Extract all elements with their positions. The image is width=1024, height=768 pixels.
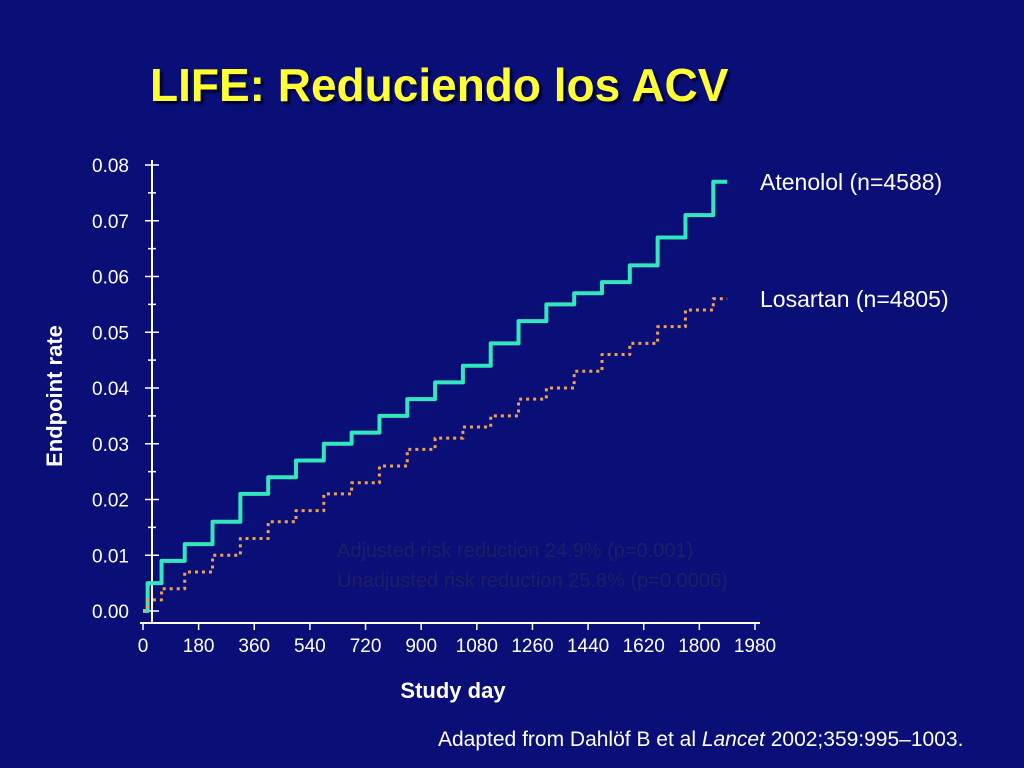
y-tick-label: 0.04 [92, 379, 129, 400]
y-axis-title: Endpoint rate [42, 325, 67, 467]
x-tick-label: 1980 [734, 636, 776, 657]
x-tick-label: 180 [183, 636, 215, 657]
slide-title: LIFE: Reduciendo los ACV [150, 59, 729, 111]
y-tick-label: 0.07 [92, 212, 129, 233]
citation-suffix: 2002;359:995–1003. [764, 728, 964, 751]
x-axis-title: Study day [400, 678, 506, 703]
x-tick-label: 720 [350, 636, 382, 657]
citation-prefix: Adapted from Dahlöf B et al [438, 728, 702, 751]
risk-annotation: Adjusted risk reduction 24.9% (p=0.001) [337, 540, 693, 562]
x-tick-label: 1080 [456, 636, 498, 657]
x-tick-label: 1260 [511, 636, 553, 657]
risk-annotation: Unadjusted risk reduction 25.8% (p=0.000… [337, 570, 728, 592]
y-tick-label: 0.03 [92, 435, 129, 456]
y-tick-label: 0.00 [92, 602, 129, 623]
x-tick-label: 1800 [678, 636, 720, 657]
y-tick-label: 0.01 [92, 546, 129, 567]
series-line-losartan [143, 297, 728, 613]
series-label-losartan: Losartan (n=4805) [760, 286, 949, 312]
x-tick-label: 900 [405, 636, 437, 657]
y-tick-label: 0.08 [92, 156, 129, 177]
chart-labels: 0.00 0.01 0.02 0.03 0.04 0.05 0.06 0.07 0.08 0 180… [42, 156, 949, 703]
x-tick-label: 1620 [623, 636, 665, 657]
y-tick-label: 0.05 [92, 323, 129, 344]
citation-journal: Lancet [701, 728, 765, 751]
x-tick-label: 540 [294, 636, 326, 657]
citation: Adapted from Dahlöf B et al Lancet 2002;… [438, 728, 963, 752]
x-tick-label: 0 [138, 636, 149, 657]
y-tick-label: 0.02 [92, 491, 129, 512]
x-tick-label: 360 [238, 636, 270, 657]
x-tick-label: 1440 [567, 636, 609, 657]
series-label-atenolol: Atenolol (n=4588) [760, 169, 942, 195]
y-tick-label: 0.06 [92, 268, 129, 289]
chart-series [143, 179, 728, 613]
series-line-atenolol [143, 179, 728, 613]
